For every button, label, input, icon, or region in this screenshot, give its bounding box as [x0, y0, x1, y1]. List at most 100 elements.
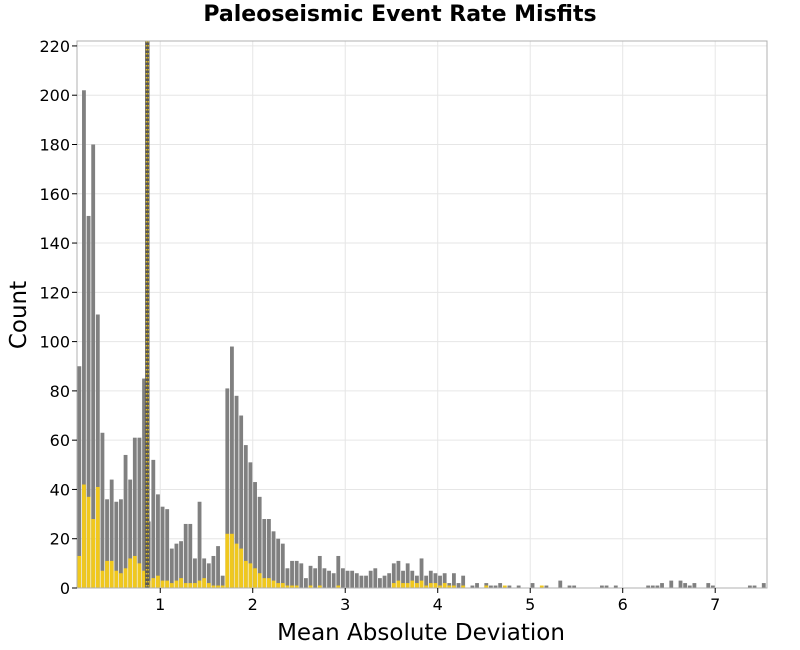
bar-subset [280, 583, 285, 588]
bar-all [216, 546, 220, 588]
x-axis-label: Mean Absolute Deviation [277, 620, 565, 646]
bar-subset [461, 585, 466, 588]
bar-subset [119, 573, 123, 588]
bar-all [248, 462, 253, 588]
bar-subset [82, 484, 86, 588]
bar-subset [132, 555, 137, 588]
bar-all [544, 585, 549, 588]
bar-subset [211, 585, 216, 588]
bar-subset [442, 583, 447, 588]
bar-all [428, 570, 433, 588]
bar-subset [216, 585, 220, 588]
bar-all [391, 563, 396, 588]
bar-subset [220, 585, 225, 588]
bar-subset [114, 570, 119, 588]
bar-all [345, 570, 350, 588]
bar-subset [433, 583, 438, 588]
bar-all [655, 585, 660, 588]
bar-subset [77, 555, 82, 588]
bar-all [156, 494, 160, 588]
bar-all [396, 560, 401, 588]
bar-all [456, 583, 461, 588]
bar-all [401, 570, 405, 588]
y-tick-label: 180 [39, 135, 70, 154]
bar-subset [285, 585, 290, 588]
bar-all [109, 479, 114, 588]
bar-all [317, 555, 322, 588]
bar-all [142, 378, 146, 588]
bar-all [206, 563, 211, 588]
y-tick-label: 100 [39, 333, 70, 352]
bar-all [290, 560, 294, 588]
bar-subset [142, 570, 146, 588]
bar-all [234, 395, 239, 588]
bar-all [507, 585, 512, 588]
bar-all [378, 578, 382, 588]
bar-subset [484, 585, 489, 588]
bar-subset [438, 585, 442, 588]
x-axis-ticks: 1 2 3 4 5 6 7 [155, 588, 720, 614]
bar-subset [248, 563, 253, 588]
y-tick-label: 120 [39, 283, 70, 302]
bar-all [706, 583, 711, 588]
bar-all [114, 501, 119, 588]
y-tick-label: 0 [60, 579, 70, 598]
bar-subset [271, 580, 276, 588]
bar-all [678, 580, 683, 588]
bar-subset [415, 583, 419, 588]
bar-subset [294, 585, 299, 588]
bar-all [752, 585, 757, 588]
bar-subset [188, 583, 193, 588]
bar-subset [109, 560, 114, 588]
bar-all [424, 575, 429, 588]
bar-all [341, 568, 345, 588]
reference-lines [145, 41, 150, 588]
bar-all [253, 482, 257, 588]
bar-all [86, 215, 91, 588]
x-tick-label: 3 [340, 595, 350, 614]
bar-subset [105, 560, 109, 588]
x-tick-label: 1 [155, 595, 165, 614]
bar-all [137, 437, 142, 588]
bar-subset [151, 578, 156, 588]
y-tick-label: 60 [50, 431, 70, 450]
bar-all [100, 432, 105, 588]
bar-all [225, 388, 230, 588]
bar-all [285, 568, 290, 588]
bar-subset [95, 486, 100, 588]
bar-subset [428, 583, 433, 588]
bar-all [313, 568, 318, 588]
bar-all [105, 499, 109, 588]
bar-all [382, 575, 387, 588]
bars-subset-series [77, 484, 544, 588]
bar-all [470, 585, 475, 588]
y-tick-label: 20 [50, 530, 70, 549]
x-tick-label: 2 [248, 595, 258, 614]
bar-subset [160, 580, 165, 588]
bar-all [327, 570, 331, 588]
bar-all [220, 575, 225, 588]
x-tick-label: 5 [525, 595, 535, 614]
y-tick-label: 80 [50, 382, 70, 401]
bar-all [438, 575, 442, 588]
bar-all [368, 570, 373, 588]
y-tick-label: 220 [39, 37, 70, 56]
bar-all [271, 531, 276, 588]
bar-all [91, 144, 96, 588]
bar-all [322, 568, 327, 588]
bar-all [475, 583, 479, 588]
y-axis-ticks: 0 20 40 60 80 100 120 140 160 180 200 220 [39, 37, 77, 598]
bar-all [419, 558, 424, 588]
bar-all [82, 90, 86, 588]
bar-all [516, 585, 521, 588]
bar-all [530, 583, 535, 588]
bar-all [692, 583, 697, 588]
y-tick-label: 40 [50, 480, 70, 499]
bar-subset [447, 585, 452, 588]
bar-subset [391, 583, 396, 588]
bar-subset [267, 578, 271, 588]
bar-all [336, 555, 341, 588]
bar-all [188, 523, 193, 588]
bar-subset [123, 568, 128, 588]
